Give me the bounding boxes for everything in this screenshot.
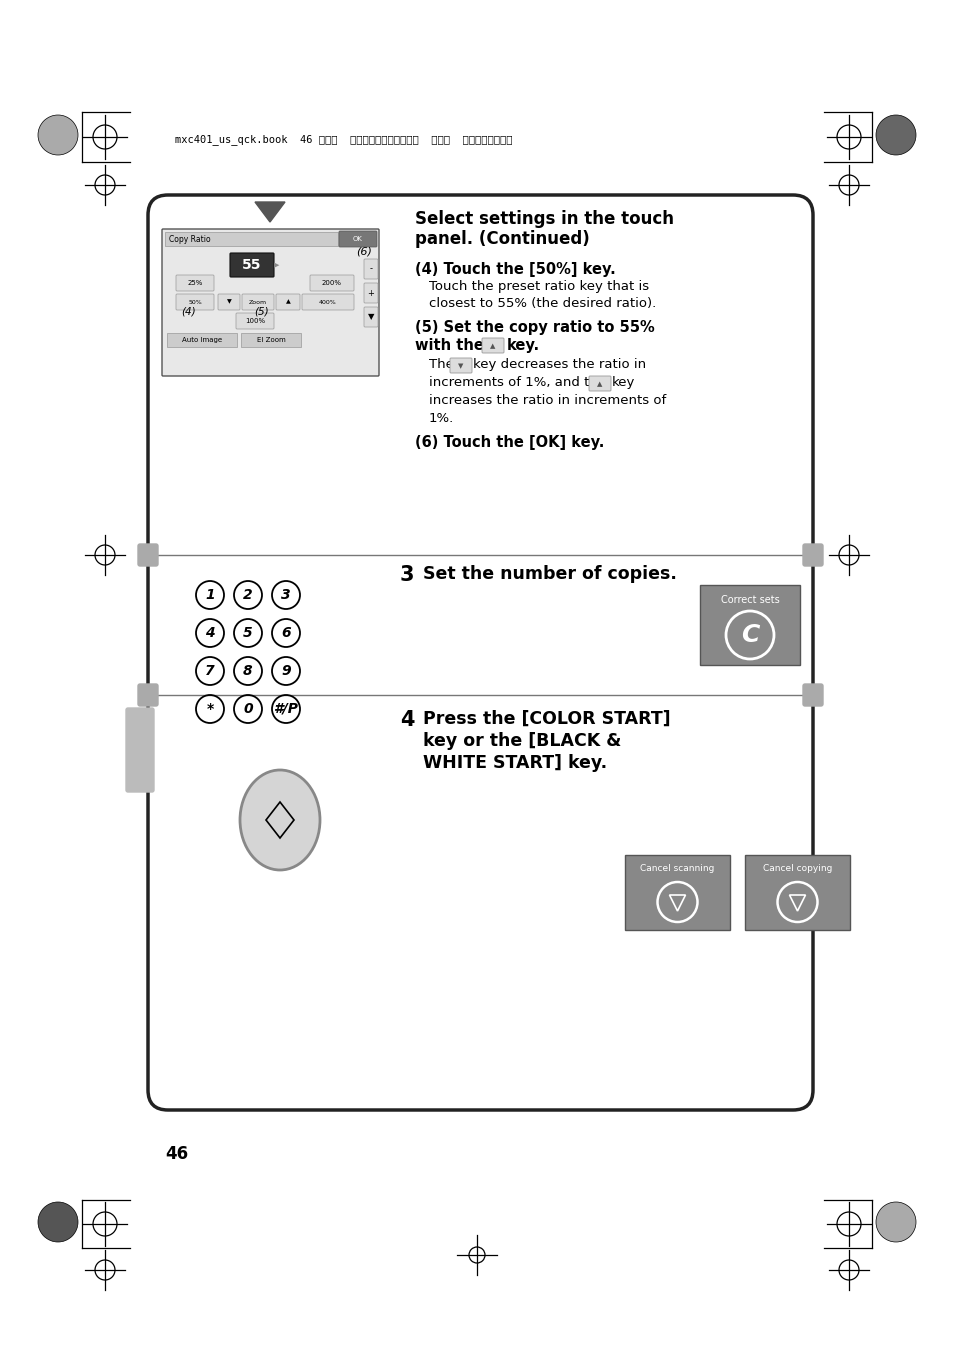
FancyBboxPatch shape: [624, 855, 729, 930]
Text: 6: 6: [281, 626, 291, 640]
Text: ▶: ▶: [274, 262, 279, 269]
Ellipse shape: [240, 769, 319, 869]
Text: mxc401_us_qck.book  46 ページ  ２００８年１０月１６日  木曜日  午前１０時５１分: mxc401_us_qck.book 46 ページ ２００８年１０月１６日 木曜…: [174, 135, 512, 146]
Text: Auto Image: Auto Image: [182, 338, 222, 343]
Circle shape: [38, 115, 78, 155]
Text: closest to 55% (the desired ratio).: closest to 55% (the desired ratio).: [429, 297, 656, 310]
FancyBboxPatch shape: [364, 259, 377, 279]
Text: Set the number of copies.: Set the number of copies.: [422, 566, 677, 583]
Text: ▲: ▲: [597, 381, 602, 387]
Text: key decreases the ratio in: key decreases the ratio in: [473, 358, 645, 371]
FancyBboxPatch shape: [302, 294, 354, 310]
Text: Cancel scanning: Cancel scanning: [639, 864, 714, 873]
FancyBboxPatch shape: [218, 294, 240, 310]
Text: (5): (5): [254, 306, 269, 317]
Text: -: -: [369, 265, 372, 274]
Text: (6) Touch the [OK] key.: (6) Touch the [OK] key.: [415, 435, 604, 450]
FancyBboxPatch shape: [165, 232, 337, 246]
Text: *: *: [206, 702, 213, 716]
FancyBboxPatch shape: [364, 284, 377, 302]
FancyBboxPatch shape: [802, 684, 822, 706]
Text: Touch the preset ratio key that is: Touch the preset ratio key that is: [429, 279, 648, 293]
FancyBboxPatch shape: [450, 358, 472, 373]
FancyBboxPatch shape: [126, 707, 153, 792]
FancyBboxPatch shape: [802, 544, 822, 566]
Text: #/P: #/P: [274, 702, 298, 716]
FancyBboxPatch shape: [275, 294, 299, 310]
FancyBboxPatch shape: [162, 230, 378, 377]
Text: key or the [BLACK &: key or the [BLACK &: [422, 732, 620, 751]
Text: 55: 55: [242, 258, 261, 271]
FancyBboxPatch shape: [175, 294, 213, 310]
Circle shape: [38, 1202, 78, 1242]
FancyBboxPatch shape: [175, 275, 213, 292]
Circle shape: [875, 1202, 915, 1242]
FancyBboxPatch shape: [744, 855, 849, 930]
Text: OK: OK: [353, 236, 362, 242]
Text: Correct sets: Correct sets: [720, 595, 779, 605]
Text: (4) Touch the [50%] key.: (4) Touch the [50%] key.: [415, 262, 615, 277]
Text: 100%: 100%: [245, 319, 265, 324]
FancyBboxPatch shape: [138, 684, 158, 706]
Text: WHITE START] key.: WHITE START] key.: [422, 755, 606, 772]
Text: Zoom: Zoom: [249, 300, 267, 305]
Text: Select settings in the touch: Select settings in the touch: [415, 211, 673, 228]
Text: Cancel copying: Cancel copying: [762, 864, 831, 873]
Text: (6): (6): [355, 247, 372, 256]
FancyBboxPatch shape: [138, 544, 158, 566]
Text: 3: 3: [281, 589, 291, 602]
Text: 8: 8: [243, 664, 253, 678]
FancyBboxPatch shape: [148, 194, 812, 1110]
Text: +: +: [367, 289, 374, 297]
Text: key: key: [612, 377, 635, 389]
FancyBboxPatch shape: [241, 333, 301, 347]
Text: 3: 3: [399, 566, 414, 585]
Text: ▲: ▲: [490, 343, 496, 350]
Text: 9: 9: [281, 664, 291, 678]
Text: 4: 4: [399, 710, 414, 730]
Polygon shape: [254, 202, 285, 221]
Text: (4): (4): [181, 306, 196, 317]
Text: 50%: 50%: [188, 300, 202, 305]
Text: 2: 2: [243, 589, 253, 602]
Text: 4: 4: [205, 626, 214, 640]
Text: Copy Ratio: Copy Ratio: [169, 235, 211, 243]
Text: The: The: [429, 358, 457, 371]
Text: ▼: ▼: [227, 300, 232, 305]
Text: 200%: 200%: [322, 279, 341, 286]
Text: 400%: 400%: [319, 300, 336, 305]
Text: 0: 0: [243, 702, 253, 716]
FancyBboxPatch shape: [167, 333, 236, 347]
Text: with the: with the: [415, 338, 489, 352]
FancyBboxPatch shape: [700, 585, 800, 666]
FancyBboxPatch shape: [481, 338, 503, 352]
Text: 1%.: 1%.: [429, 412, 454, 425]
Circle shape: [875, 115, 915, 155]
FancyBboxPatch shape: [588, 377, 610, 392]
Text: ▼: ▼: [367, 312, 374, 321]
Text: 25%: 25%: [187, 279, 202, 286]
FancyBboxPatch shape: [242, 294, 274, 310]
Text: 5: 5: [243, 626, 253, 640]
Text: 1: 1: [205, 589, 214, 602]
FancyBboxPatch shape: [338, 231, 376, 247]
FancyBboxPatch shape: [235, 313, 274, 329]
Text: increments of 1%, and the: increments of 1%, and the: [429, 377, 610, 389]
Text: key.: key.: [506, 338, 539, 352]
FancyBboxPatch shape: [364, 306, 377, 327]
Text: EI Zoom: EI Zoom: [256, 338, 285, 343]
Text: panel. (Continued): panel. (Continued): [415, 230, 589, 248]
Text: ▲: ▲: [285, 300, 290, 305]
FancyBboxPatch shape: [230, 252, 274, 277]
Text: (5) Set the copy ratio to 55%: (5) Set the copy ratio to 55%: [415, 320, 654, 335]
FancyBboxPatch shape: [310, 275, 354, 292]
Text: 46: 46: [165, 1145, 188, 1162]
Text: C: C: [740, 622, 759, 647]
Text: 7: 7: [205, 664, 214, 678]
Text: increases the ratio in increments of: increases the ratio in increments of: [429, 394, 665, 406]
Text: Press the [COLOR START]: Press the [COLOR START]: [422, 710, 670, 728]
Text: ▼: ▼: [457, 363, 463, 369]
